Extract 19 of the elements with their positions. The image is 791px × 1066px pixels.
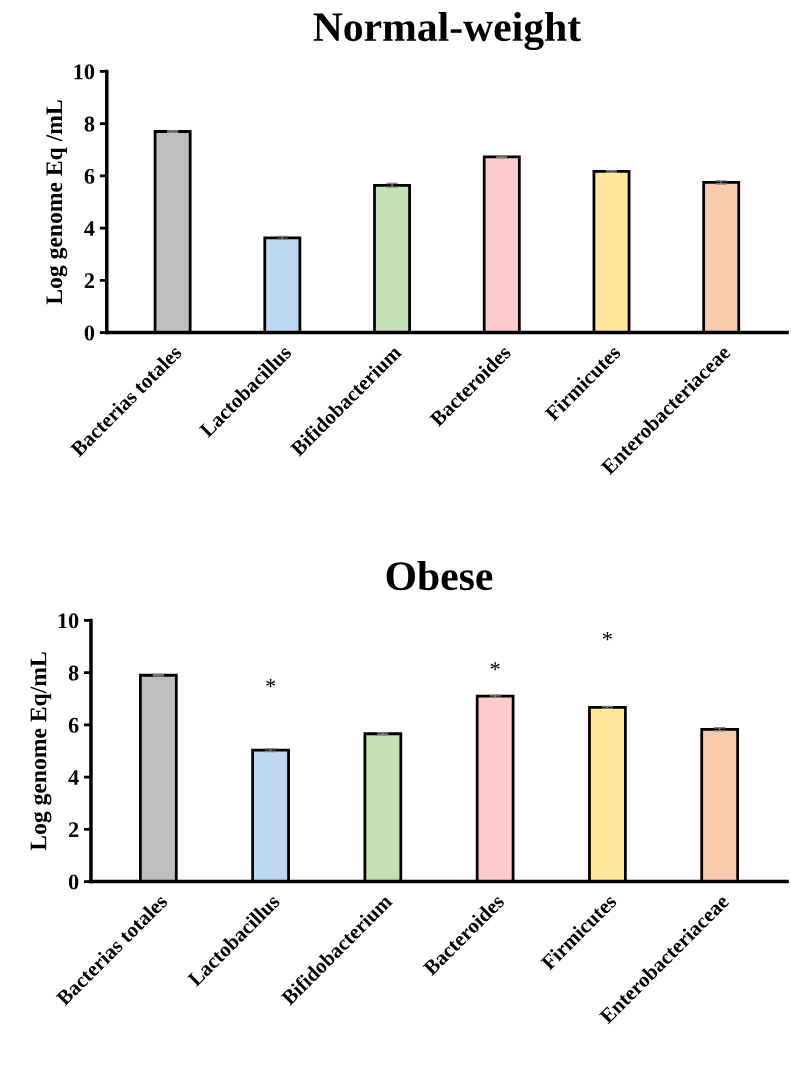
- y-tick-label: 8: [68, 665, 79, 681]
- y-tick-label: 4: [84, 221, 95, 236]
- annotation: *: [602, 632, 612, 641]
- y-tick-label: 4: [68, 770, 79, 785]
- y-tick-label: 0: [84, 325, 95, 341]
- y-tick-label: 2: [68, 822, 79, 838]
- annotation: *: [266, 679, 276, 688]
- y-tick-label: 10: [58, 613, 79, 629]
- y-tick-label: 8: [84, 116, 95, 132]
- y-tick-label: 6: [68, 717, 79, 733]
- chart-title: Obese: [386, 560, 493, 591]
- y-axis-title: Log genome Eq/mL: [30, 652, 52, 851]
- y-axis-title: Log genome Eq /mL: [46, 100, 68, 305]
- y-tick-label: 10: [74, 64, 95, 80]
- y-tick-label: 2: [84, 273, 95, 289]
- y-tick-label: 0: [68, 874, 79, 890]
- chart-title: Normal-weight: [313, 11, 581, 51]
- y-tick-label: 6: [84, 168, 95, 184]
- annotation: *: [490, 662, 500, 671]
